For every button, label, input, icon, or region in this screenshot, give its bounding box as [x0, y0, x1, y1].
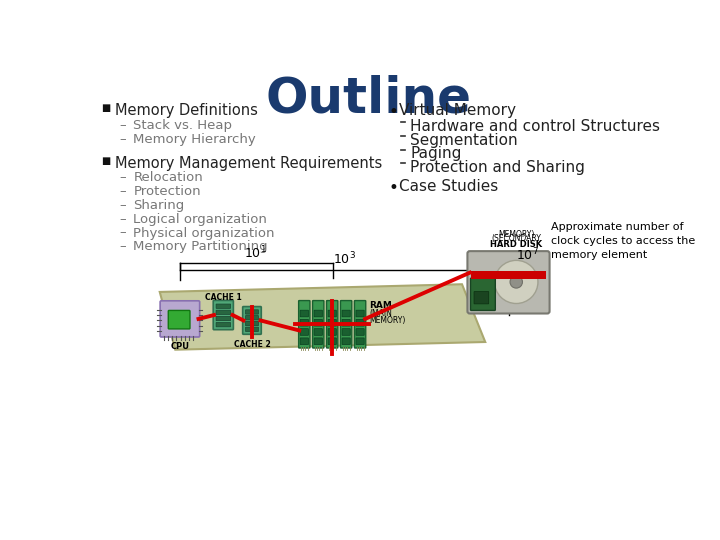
FancyBboxPatch shape	[328, 338, 336, 345]
FancyBboxPatch shape	[314, 320, 323, 326]
Text: •: •	[388, 103, 398, 122]
FancyBboxPatch shape	[327, 301, 338, 348]
Text: Memory Hierarchy: Memory Hierarchy	[133, 132, 256, 146]
FancyBboxPatch shape	[342, 320, 350, 326]
Text: MEMORY): MEMORY)	[498, 230, 534, 239]
Text: Protection and Sharing: Protection and Sharing	[410, 160, 585, 176]
FancyBboxPatch shape	[328, 310, 336, 317]
Text: Physical organization: Physical organization	[133, 226, 275, 240]
FancyBboxPatch shape	[467, 251, 549, 314]
FancyBboxPatch shape	[328, 320, 336, 326]
FancyBboxPatch shape	[243, 307, 261, 334]
Text: CACHE 1: CACHE 1	[205, 294, 242, 302]
Text: Paging: Paging	[410, 146, 462, 161]
FancyBboxPatch shape	[300, 310, 308, 317]
Text: Sharing: Sharing	[133, 199, 184, 212]
Text: Virtual Memory: Virtual Memory	[399, 103, 516, 118]
FancyBboxPatch shape	[354, 301, 366, 348]
Text: –: –	[120, 132, 126, 146]
FancyBboxPatch shape	[246, 310, 258, 314]
FancyBboxPatch shape	[342, 329, 350, 335]
Text: Stack vs. Heap: Stack vs. Heap	[133, 119, 233, 132]
FancyBboxPatch shape	[213, 300, 233, 330]
Text: HARD DISK: HARD DISK	[490, 240, 542, 249]
Text: ■: ■	[101, 156, 110, 166]
Text: $10^3$: $10^3$	[333, 251, 356, 267]
Text: Logical organization: Logical organization	[133, 213, 267, 226]
Text: –: –	[120, 240, 126, 253]
Bar	[472, 271, 546, 279]
FancyBboxPatch shape	[342, 338, 350, 345]
FancyBboxPatch shape	[160, 301, 199, 337]
Circle shape	[510, 276, 523, 288]
Polygon shape	[160, 284, 485, 350]
Text: –: –	[120, 226, 126, 240]
Text: Memory Partitioning: Memory Partitioning	[133, 240, 268, 253]
Text: Segmentation: Segmentation	[410, 132, 518, 147]
Text: –: –	[120, 185, 126, 198]
FancyBboxPatch shape	[246, 327, 258, 332]
FancyBboxPatch shape	[299, 301, 310, 348]
Text: (SECONDARY: (SECONDARY	[491, 234, 541, 244]
FancyBboxPatch shape	[246, 315, 258, 320]
FancyBboxPatch shape	[328, 329, 336, 335]
Text: $10^7$: $10^7$	[516, 247, 539, 264]
FancyBboxPatch shape	[300, 320, 308, 326]
FancyBboxPatch shape	[314, 329, 323, 335]
Text: RAM: RAM	[369, 301, 392, 310]
Text: Case Studies: Case Studies	[399, 179, 498, 194]
Text: Hardware and control Structures: Hardware and control Structures	[410, 119, 660, 134]
Text: Memory Management Requirements: Memory Management Requirements	[114, 156, 382, 171]
FancyBboxPatch shape	[471, 278, 495, 310]
Circle shape	[495, 260, 538, 303]
Text: CPU: CPU	[171, 342, 189, 351]
Text: –: –	[120, 119, 126, 132]
FancyBboxPatch shape	[216, 304, 230, 308]
FancyBboxPatch shape	[246, 321, 258, 326]
Text: ■: ■	[101, 103, 110, 113]
FancyBboxPatch shape	[356, 329, 364, 335]
FancyBboxPatch shape	[300, 338, 308, 345]
FancyBboxPatch shape	[356, 320, 364, 326]
FancyBboxPatch shape	[314, 310, 323, 317]
Text: –: –	[120, 199, 126, 212]
FancyBboxPatch shape	[216, 322, 230, 327]
FancyBboxPatch shape	[300, 329, 308, 335]
Text: –: –	[120, 213, 126, 226]
Text: Memory Definitions: Memory Definitions	[114, 103, 258, 118]
FancyBboxPatch shape	[216, 316, 230, 321]
Text: $10^1$: $10^1$	[245, 245, 267, 261]
FancyBboxPatch shape	[474, 292, 489, 304]
Text: •: •	[388, 179, 398, 197]
FancyBboxPatch shape	[314, 338, 323, 345]
FancyBboxPatch shape	[356, 310, 364, 317]
Text: CACHE 2: CACHE 2	[233, 340, 270, 349]
Text: Protection: Protection	[133, 185, 201, 198]
Text: MEMORY): MEMORY)	[369, 316, 405, 325]
Text: Relocation: Relocation	[133, 171, 203, 184]
FancyBboxPatch shape	[342, 310, 350, 317]
FancyBboxPatch shape	[356, 338, 364, 345]
Text: (MAIN: (MAIN	[369, 309, 392, 318]
FancyBboxPatch shape	[216, 310, 230, 314]
FancyBboxPatch shape	[312, 301, 324, 348]
Text: Approximate number of
clock cycles to access the
memory element: Approximate number of clock cycles to ac…	[551, 221, 696, 260]
FancyBboxPatch shape	[168, 310, 190, 329]
Text: –: –	[120, 171, 126, 184]
FancyBboxPatch shape	[341, 301, 352, 348]
Text: Outline: Outline	[266, 75, 472, 123]
